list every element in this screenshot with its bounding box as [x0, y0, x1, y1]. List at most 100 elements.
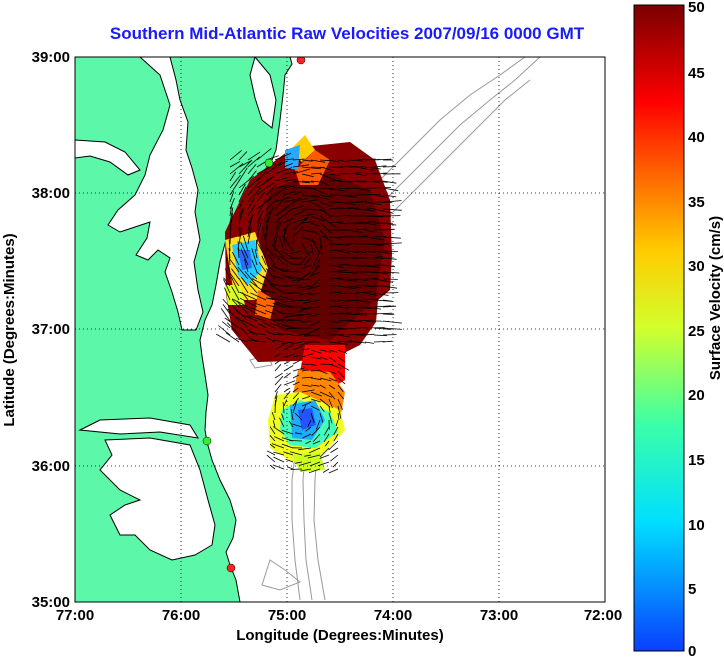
- velocity-arrow: [265, 176, 275, 182]
- colorbar-tick-label: 50: [688, 0, 705, 16]
- velocity-arrow: [241, 320, 258, 329]
- velocity-arrow: [228, 239, 231, 252]
- velocity-arrow: [256, 148, 272, 161]
- velocity-arrow: [373, 165, 387, 168]
- velocity-arrow: [257, 244, 267, 259]
- velocity-arrow: [346, 180, 366, 183]
- colorbar-gradient: [633, 4, 685, 652]
- velocity-arrow: [333, 426, 339, 436]
- velocity-arrow: [239, 327, 249, 336]
- velocity-arrow: [283, 158, 294, 161]
- velocity-arrow: [373, 278, 394, 283]
- velocity-arrow: [246, 315, 267, 322]
- velocity-arrow: [283, 353, 295, 358]
- velocity-arrow: [274, 196, 291, 203]
- velocity-arrow: [373, 236, 387, 238]
- velocity-arrow: [310, 313, 321, 317]
- velocity-arrow: [301, 376, 313, 379]
- velocity-arrow: [337, 340, 353, 343]
- velocity-arrow: [265, 218, 269, 238]
- velocity-arrow: [238, 200, 244, 210]
- velocity-arrow: [309, 264, 321, 277]
- velocity-arrow: [364, 278, 378, 280]
- velocity-arrow: [315, 257, 321, 269]
- delaware-bay: [249, 57, 277, 129]
- velocity-arrow: [355, 326, 368, 329]
- velocity-arrow: [232, 298, 249, 308]
- velocity-arrow: [242, 235, 249, 252]
- velocity-arrow: [274, 436, 285, 442]
- velocity-arrow: [276, 295, 294, 301]
- velocity-arrow: [286, 466, 294, 470]
- velocity-arrow: [373, 327, 392, 330]
- velocity-arrow: [301, 229, 314, 233]
- velocity-arrow: [254, 302, 267, 308]
- velocity-arrow: [229, 207, 234, 224]
- velocity-arrow: [283, 390, 291, 400]
- velocity-arrow: [355, 208, 376, 212]
- velocity-arrow: [337, 370, 345, 378]
- velocity-arrow: [247, 163, 257, 175]
- velocity-arrow: [238, 227, 241, 238]
- velocity-arrow: [382, 194, 397, 198]
- velocity-arrow: [284, 313, 303, 318]
- velocity-arrow: [355, 319, 374, 322]
- velocity-arrow: [268, 283, 285, 287]
- velocity-arrow: [287, 319, 303, 322]
- colorbar-tick-label: 45: [688, 65, 705, 82]
- velocity-arrow: [337, 412, 340, 421]
- velocity-arrow: [319, 391, 333, 398]
- velocity-arrow: [229, 272, 240, 287]
- velocity-arrow: [265, 207, 274, 224]
- velocity-arrow: [310, 412, 315, 423]
- velocity-arrow: [328, 264, 345, 268]
- velocity-arrow: [273, 252, 285, 266]
- velocity-arrow: [310, 405, 320, 411]
- velocity-arrow: [310, 159, 326, 163]
- velocity-arrow: [265, 199, 278, 210]
- velocity-arrow: [322, 468, 330, 473]
- velocity-arrow: [307, 454, 321, 459]
- velocity-arrow: [310, 194, 330, 200]
- colorbar-label: Surface Velocity (cm/s): [707, 216, 724, 380]
- velocity-arrow: [222, 298, 231, 308]
- velocity-arrow: [328, 166, 343, 168]
- velocity-arrow: [281, 341, 294, 345]
- velocity-arrow: [303, 257, 312, 266]
- velocity-arrow: [283, 221, 293, 231]
- velocity-arrow: [229, 150, 242, 161]
- velocity-arrow: [328, 180, 342, 182]
- velocity-arrow: [355, 306, 372, 310]
- velocity-arrow: [346, 207, 360, 210]
- velocity-arrow: [301, 173, 314, 178]
- velocity-arrow: [373, 194, 387, 198]
- velocity-arrow: [283, 162, 293, 168]
- velocity-arrow: [274, 221, 282, 238]
- velocity-arrow: [382, 320, 402, 324]
- velocity-arrow: [290, 409, 294, 421]
- colorbar-tick-label: 10: [688, 517, 705, 534]
- velocity-arrow: [292, 168, 311, 175]
- velocity-arrow: [274, 238, 276, 252]
- velocity-arrow: [328, 299, 339, 303]
- velocity-arrow: [328, 221, 344, 224]
- velocity-arrow: [299, 299, 312, 302]
- velocity-arrow: [364, 229, 375, 233]
- velocity-arrow: [273, 339, 285, 343]
- velocity-arrow: [328, 277, 348, 280]
- velocity-arrow: [281, 324, 294, 329]
- velocity-arrow: [242, 314, 258, 322]
- velocity-arrow: [301, 353, 314, 358]
- velocity-arrow: [229, 171, 237, 182]
- velocity-arrow: [337, 377, 346, 385]
- velocity-arrow: [279, 236, 285, 252]
- velocity-arrow: [373, 334, 387, 337]
- velocity-arrow: [337, 319, 356, 322]
- velocity-arrow: [346, 159, 364, 162]
- velocity-arrow: [328, 370, 337, 375]
- velocity-arrow: [256, 188, 265, 196]
- velocity-arrow: [292, 278, 312, 281]
- velocity-arrow: [262, 322, 276, 329]
- velocity-arrow: [337, 327, 348, 330]
- velocity-arrow: [310, 369, 320, 372]
